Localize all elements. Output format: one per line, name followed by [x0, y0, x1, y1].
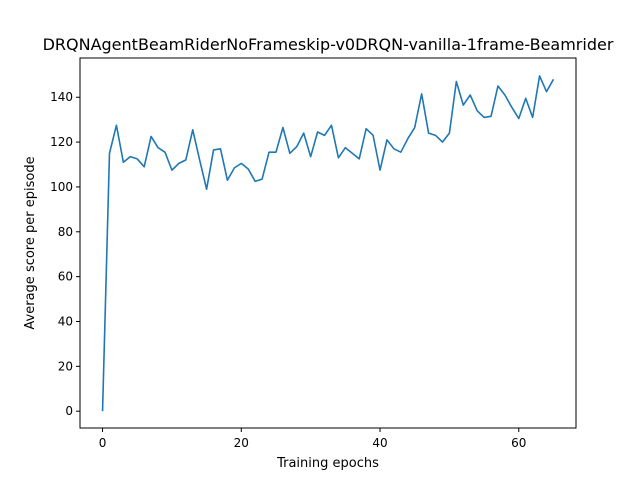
x-tick-label: 60	[511, 436, 526, 450]
series-line-0	[101, 75, 555, 412]
y-tick-label: 140	[50, 90, 73, 104]
y-axis-ticks: 0 20 40 60 80 100 120 140	[50, 90, 80, 418]
x-axis-label: Training epochs	[276, 456, 379, 471]
y-tick-label: 20	[58, 359, 73, 373]
y-axis-label: Average score per episode	[23, 156, 38, 329]
x-tick-label: 0	[99, 436, 107, 450]
y-tick-label: 80	[58, 225, 73, 239]
chart-title: DRQNAgentBeamRiderNoFrameskip-v0DRQN-van…	[43, 35, 614, 54]
y-tick-label: 120	[50, 135, 73, 149]
y-tick-label: 60	[58, 270, 73, 284]
y-tick-label: 0	[65, 404, 73, 418]
x-tick-label: 20	[234, 436, 249, 450]
y-tick-label: 40	[58, 314, 73, 328]
plot-area	[101, 75, 555, 412]
x-axis-ticks: 0 20 40 60	[99, 428, 526, 450]
y-tick-label: 100	[50, 180, 73, 194]
x-tick-label: 40	[372, 436, 387, 450]
plot-frame	[79, 57, 577, 429]
